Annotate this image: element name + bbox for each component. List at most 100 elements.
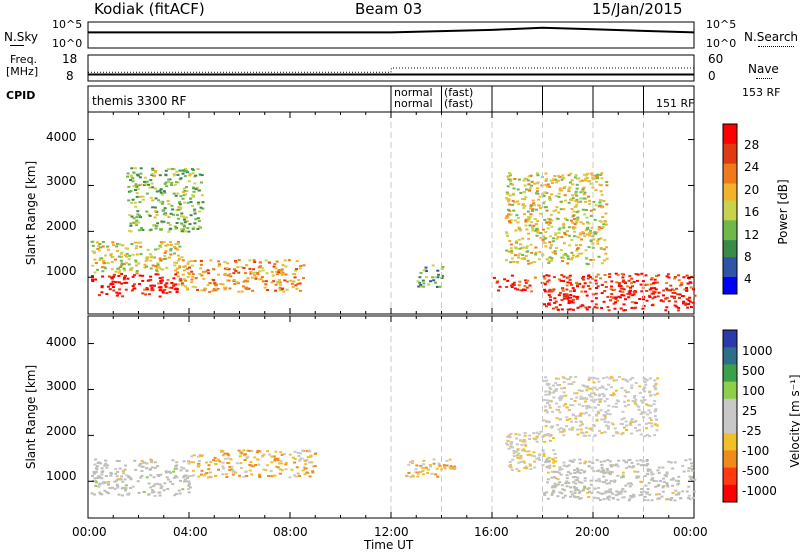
scatter-cell <box>648 435 652 438</box>
scatter-cell <box>213 475 217 477</box>
scatter-cell <box>653 291 656 294</box>
scatter-cell <box>657 466 661 469</box>
scatter-cell <box>598 201 602 204</box>
scatter-cell <box>437 273 440 276</box>
scatter-cell <box>611 464 615 467</box>
scatter-cell <box>528 463 532 466</box>
scatter-cell <box>582 284 585 287</box>
scatter-cell <box>526 453 530 456</box>
scatter-cell <box>554 477 558 480</box>
scatter-cell <box>633 307 637 310</box>
scatter-cell <box>428 464 432 467</box>
scatter-cell <box>656 377 660 380</box>
scatter-cell <box>498 285 502 288</box>
scatter-cell <box>546 497 550 500</box>
scatter-cell <box>184 230 188 233</box>
scatter-cell <box>618 290 622 293</box>
scatter-cell <box>602 481 606 484</box>
scatter-cell <box>168 224 172 226</box>
scatter-cell <box>621 290 625 293</box>
scatter-cell <box>577 252 581 255</box>
scatter-cell <box>149 253 152 256</box>
scatter-cell <box>248 469 252 472</box>
scatter-cell <box>141 292 145 295</box>
scatter-cell <box>555 237 559 240</box>
scatter-cell <box>638 494 642 497</box>
scatter-cell <box>556 236 560 238</box>
scatter-cell <box>579 252 583 255</box>
scatter-cell <box>646 473 650 475</box>
scatter-cell <box>571 254 575 257</box>
scatter-cell <box>641 401 645 404</box>
scatter-cell <box>562 222 566 225</box>
scatter-cell <box>562 295 566 298</box>
scatter-cell <box>174 475 178 477</box>
scatter-cell <box>105 293 109 295</box>
scatter-cell <box>209 259 213 262</box>
scatter-cell <box>159 280 163 282</box>
scatter-cell <box>93 493 96 496</box>
scatter-cell <box>532 451 536 454</box>
scatter-cell <box>186 171 189 174</box>
scatter-cell <box>529 213 533 216</box>
scatter-cell <box>165 282 169 285</box>
scatter-cell <box>506 208 510 211</box>
scatter-cell <box>602 470 606 473</box>
scatter-cell <box>570 383 574 385</box>
scatter-cell <box>586 228 590 230</box>
scatter-cell <box>578 471 582 474</box>
scatter-cell <box>191 469 195 472</box>
scatter-cell <box>589 232 593 235</box>
scatter-cell <box>583 479 587 482</box>
scatter-cell <box>132 283 136 286</box>
scatter-cell <box>515 241 519 244</box>
scatter-cell <box>622 459 626 462</box>
scatter-cell <box>580 389 584 392</box>
scatter-cell <box>565 219 569 222</box>
scatter-cell <box>176 208 180 211</box>
scatter-cell <box>564 394 568 397</box>
scatter-cell <box>663 474 667 477</box>
scatter-cell <box>239 462 243 465</box>
scatter-cell <box>272 474 276 477</box>
colorbar-cell <box>723 177 737 182</box>
scatter-cell <box>109 254 113 257</box>
scatter-cell <box>571 215 575 218</box>
scatter-cell <box>615 281 619 284</box>
scatter-cell <box>584 229 588 232</box>
scatter-cell <box>624 461 628 464</box>
scatter-cell <box>646 468 650 471</box>
scatter-cell <box>503 278 507 281</box>
scatter-cell <box>511 283 515 286</box>
scatter-cell <box>600 307 604 309</box>
scatter-cell <box>620 287 624 290</box>
scatter-cell <box>646 463 650 465</box>
scatter-cell <box>575 221 579 224</box>
scatter-cell <box>574 417 578 420</box>
scatter-cell <box>160 193 164 196</box>
scatter-cell <box>197 225 201 228</box>
scatter-cell <box>183 478 187 481</box>
scatter-cell <box>196 288 199 291</box>
scatter-cell <box>118 243 122 246</box>
scatter-cell <box>616 493 620 496</box>
scatter-cell <box>539 236 543 239</box>
scatter-cell <box>227 457 231 460</box>
scatter-cell <box>565 288 569 291</box>
scatter-cell <box>103 464 107 467</box>
scatter-cell <box>630 418 634 420</box>
scatter-cell <box>602 223 606 226</box>
scatter-cell <box>537 258 541 261</box>
scatter-cell <box>596 377 600 380</box>
scatter-cell <box>546 217 550 220</box>
scatter-cell <box>154 227 158 230</box>
scatter-cell <box>174 269 177 272</box>
scatter-cell <box>661 486 665 489</box>
scatter-cell <box>544 180 548 182</box>
scatter-cell <box>295 268 298 271</box>
scatter-cell <box>159 246 163 249</box>
scatter-cell <box>661 300 665 303</box>
scatter-cell <box>578 305 582 308</box>
scatter-cell <box>509 247 513 250</box>
scatter-cell <box>183 201 186 204</box>
